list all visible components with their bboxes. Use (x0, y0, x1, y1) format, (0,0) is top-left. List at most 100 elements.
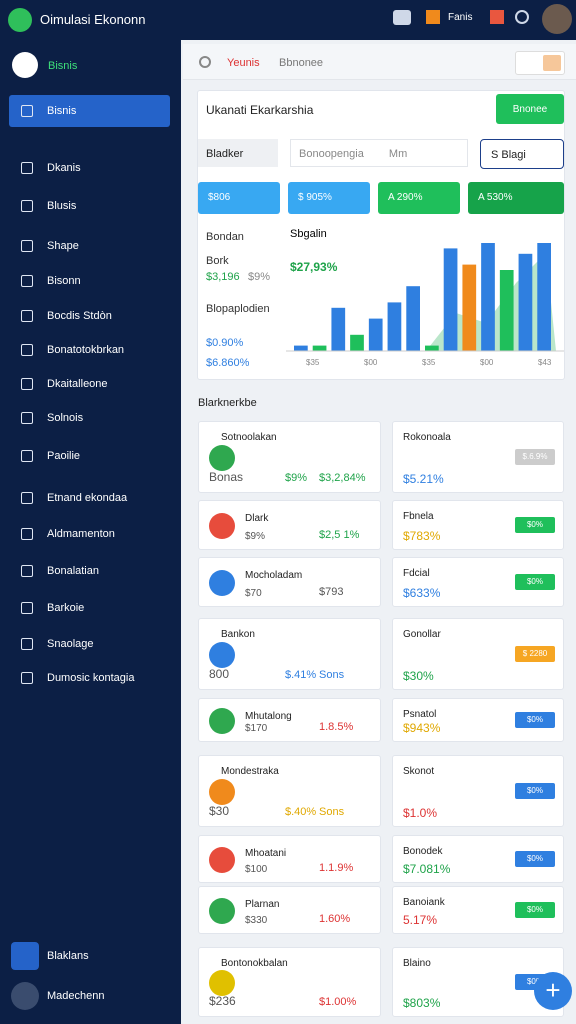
nav-label: Dumosic kontagia (47, 672, 135, 684)
tab[interactable]: Yeunis (227, 57, 260, 69)
bar (481, 243, 495, 351)
filter[interactable]: Bladker (198, 139, 278, 167)
card-icon (209, 779, 235, 805)
menu-link[interactable]: Fanis (448, 12, 473, 23)
nav-item[interactable]: Solnois (9, 402, 170, 434)
stat-heading: Bondan (206, 231, 244, 243)
nav-item[interactable]: Snaolage (9, 628, 170, 660)
nav-item[interactable]: Bisonn (9, 265, 170, 297)
card[interactable]: Mocholadam $70 $793 (198, 557, 381, 607)
toggle[interactable] (515, 51, 565, 75)
nav-icon (11, 982, 39, 1010)
card-value-a: $943% (403, 721, 441, 735)
nav-label: Dkaitalleone (47, 378, 108, 390)
card-value-b[interactable]: $0% (515, 902, 555, 918)
nav-item[interactable]: Etnand ekondaa (9, 482, 170, 514)
nav-item[interactable]: Dkanis (9, 152, 170, 184)
nav-item[interactable]: Paoilie (9, 440, 170, 472)
icon[interactable] (515, 10, 529, 24)
card-title: Fdcial (403, 568, 430, 579)
stat-label1: Bork (206, 255, 229, 267)
card-value-b[interactable]: $0% (515, 574, 555, 590)
icon[interactable] (393, 10, 411, 25)
chip[interactable]: A 290% (378, 182, 460, 214)
card[interactable]: Fbnela $783% $0% (392, 500, 564, 550)
card-title: Fbnela (403, 511, 434, 522)
card-icon (209, 513, 235, 539)
card[interactable]: Plarnan $330 1.60% (198, 886, 381, 934)
card-sub: $100 (245, 864, 268, 875)
card-value-b[interactable]: $ 2280 (515, 646, 555, 662)
fab[interactable]: + (534, 972, 572, 1010)
card[interactable]: Rokonoala $5.21% $.6.9% (392, 421, 564, 493)
card-value-b[interactable]: $0% (515, 851, 555, 867)
chip[interactable]: $806 (198, 182, 280, 214)
card[interactable]: Fdcial $633% $0% (392, 557, 564, 607)
card-title: Bankon (221, 629, 255, 640)
card[interactable]: Gonollar $30% $ 2280 (392, 618, 564, 690)
card[interactable]: Mhoatani $100 1.1.9% (198, 835, 381, 883)
icon[interactable] (426, 10, 440, 24)
card-value-a: $803% (403, 996, 441, 1010)
card[interactable]: Bontonokbalan $236 $1.00% (198, 947, 381, 1017)
avatar[interactable] (542, 4, 572, 34)
nav-item[interactable]: Shape (9, 230, 170, 262)
card[interactable]: Mhutalong $170 1.8.5% (198, 698, 381, 742)
nav-label: Bonatotokbrkan (47, 344, 125, 356)
nav-item[interactable]: Dumosic kontagia (9, 662, 170, 694)
card-icon (209, 847, 235, 873)
card-value-a: $5.21% (403, 472, 444, 486)
card[interactable]: Banoiank 5.17% $0% (392, 886, 564, 934)
button[interactable]: Bnonee (496, 94, 564, 124)
card[interactable]: Sotnoolakan Bonas $9% $3,2,84% (198, 421, 381, 493)
nav-item[interactable]: Blusis (9, 190, 170, 222)
sidebar-top[interactable]: Bisnis (8, 50, 173, 82)
card-title: Mocholadam (245, 570, 303, 581)
card-value-b[interactable]: $0% (515, 783, 555, 799)
card[interactable]: Bonodek $7.081% $0% (392, 835, 564, 883)
card-sub: 800 (209, 667, 230, 681)
chip[interactable]: $ 905% (288, 182, 370, 214)
panel-title: Ukanati Ekarkarshia (206, 103, 314, 117)
nav-label: Solnois (47, 412, 84, 424)
nav-item[interactable]: Barkoie (9, 592, 170, 624)
chip[interactable]: A 530% (468, 182, 564, 214)
x-tick-label: $00 (364, 358, 378, 367)
nav-item[interactable]: Bonalatian (9, 555, 170, 587)
card[interactable]: Skonot $1.0% $0% (392, 755, 564, 827)
header: Oimulasi Ekononn Fanis (0, 0, 576, 40)
nav-item[interactable]: Aldmamenton (9, 518, 170, 550)
action[interactable]: S Blagi (480, 139, 564, 169)
nav-label: Blusis (47, 200, 77, 212)
card-value-b: $2,5 1% (319, 529, 360, 541)
nav-item[interactable]: Bisnis (9, 95, 170, 127)
chart-headline: $27,93% (290, 260, 338, 274)
nav-icon (21, 492, 33, 504)
card[interactable]: Psnatol $943% $0% (392, 698, 564, 742)
card[interactable]: Mondestraka $30 $.40% Sons (198, 755, 381, 827)
nav-icon (21, 105, 33, 117)
nav-icon (21, 275, 33, 287)
card[interactable]: Bankon 800 $.41% Sons (198, 618, 381, 690)
icon[interactable] (490, 10, 504, 24)
nav-item[interactable]: Madechenn (9, 980, 170, 1012)
nav-item[interactable]: Dkaitalleone (9, 368, 170, 400)
search[interactable]: Bbnonee (279, 57, 324, 69)
search-icon[interactable] (199, 56, 211, 68)
card[interactable]: Dlark $9% $2,5 1% (198, 500, 381, 550)
nav-item[interactable]: Bonatotokbrkan (9, 334, 170, 366)
bar (368, 318, 383, 351)
card-title: Mondestraka (221, 766, 279, 777)
nav-icon (21, 310, 33, 322)
nav-item[interactable]: Bocdis Stdòn (9, 300, 170, 332)
nav-icon (21, 344, 33, 356)
card-value-b[interactable]: $0% (515, 517, 555, 533)
select[interactable]: Bonoopengia Mm (290, 139, 468, 167)
nav-item[interactable]: Blaklans (9, 940, 170, 972)
card-title: Banoiank (403, 897, 445, 908)
card-sub: Bonas (209, 470, 244, 484)
bar (537, 243, 551, 351)
sidebar: Bisnis Bisnis Dkanis Blusis Shape Bisonn Bocdi… (0, 40, 181, 1024)
card-value-b[interactable]: $0% (515, 712, 555, 728)
card-value-b[interactable]: $.6.9% (515, 449, 555, 465)
